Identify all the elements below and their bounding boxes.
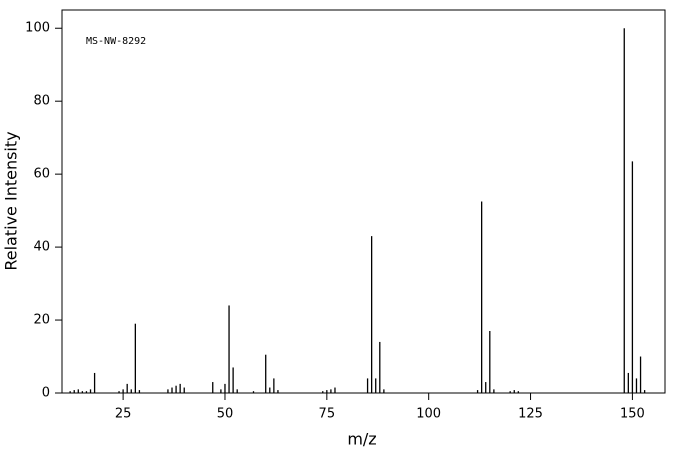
y-tick-label: 40 xyxy=(33,240,50,255)
x-tick-label: 150 xyxy=(620,407,645,422)
y-axis-label: Relative Intensity xyxy=(2,131,21,270)
x-tick-label: 100 xyxy=(416,407,441,422)
annotation: MS-NW-8292 xyxy=(86,36,146,47)
y-tick-label: 0 xyxy=(42,386,50,401)
y-tick-label: 60 xyxy=(33,167,50,182)
x-tick-label: 75 xyxy=(319,407,336,422)
y-tick-label: 20 xyxy=(33,313,50,328)
x-tick-label: 50 xyxy=(217,407,234,422)
x-tick-label: 25 xyxy=(115,407,132,422)
y-tick-label: 80 xyxy=(33,94,50,109)
y-tick-label: 100 xyxy=(25,21,50,36)
x-axis-label: m/z xyxy=(347,430,376,449)
x-tick-label: 125 xyxy=(518,407,543,422)
plot-frame xyxy=(61,9,666,394)
